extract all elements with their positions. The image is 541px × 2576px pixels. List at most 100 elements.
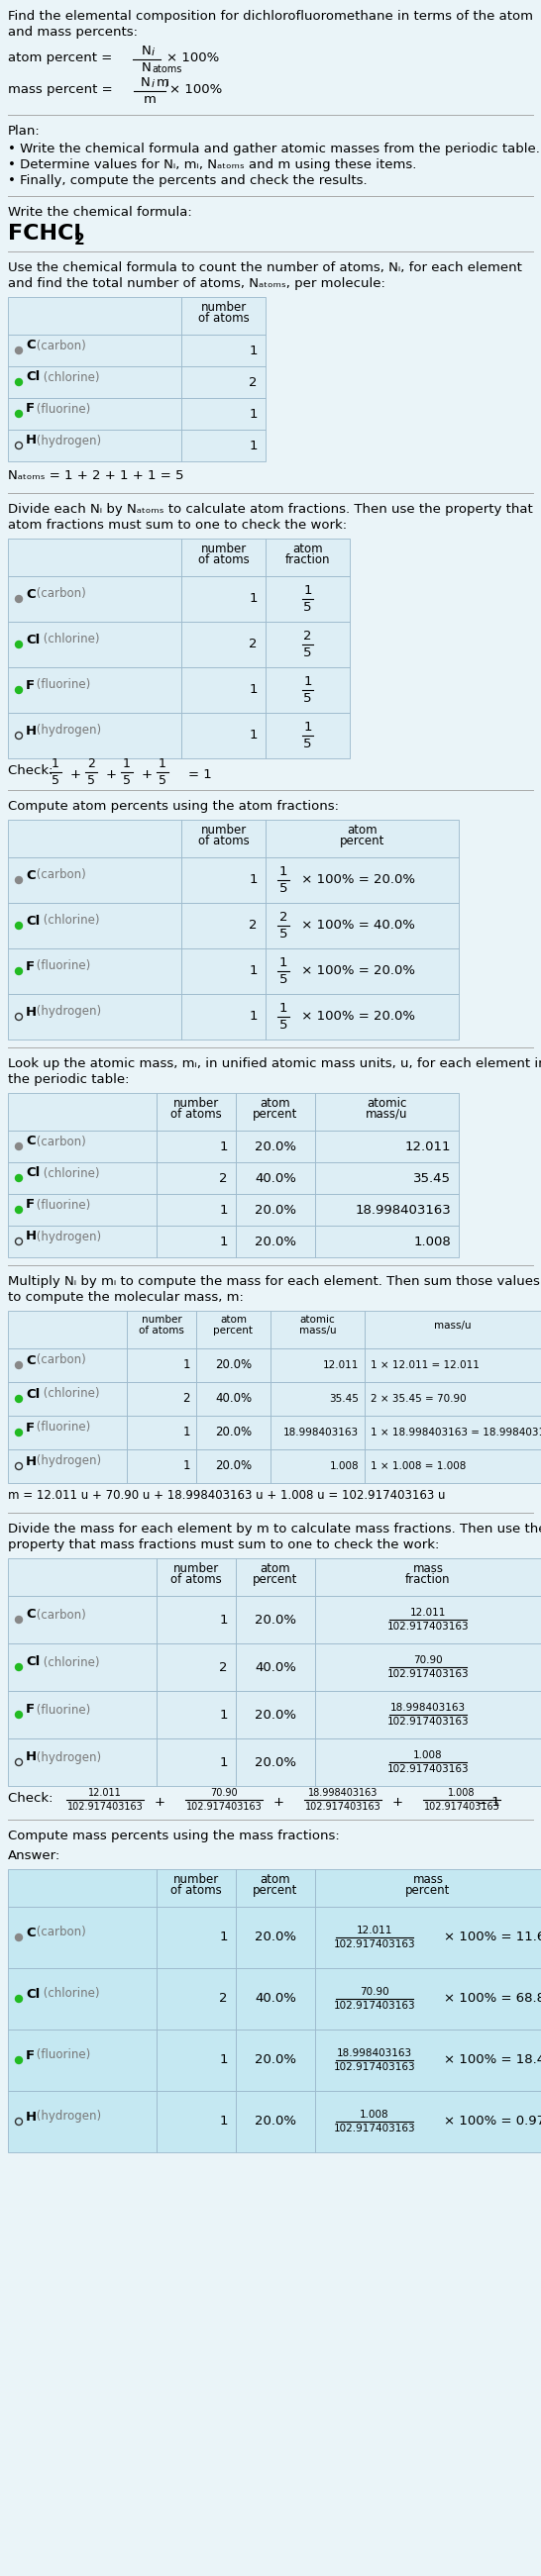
Text: (fluorine): (fluorine): [32, 2048, 90, 2061]
Text: 20.0%: 20.0%: [255, 2115, 296, 2128]
Text: to compute the molecular mass, m:: to compute the molecular mass, m:: [8, 1291, 243, 1303]
Text: 1: 1: [279, 866, 288, 878]
Text: 1: 1: [249, 729, 258, 742]
Text: 18.998403163: 18.998403163: [308, 1788, 378, 1798]
Bar: [266, 667, 350, 714]
Text: 1: 1: [249, 407, 258, 420]
Text: atom fractions must sum to one to check the work:: atom fractions must sum to one to check …: [8, 518, 347, 531]
Text: Use the chemical formula to count the number of atoms, Nᵢ, for each element: Use the chemical formula to count the nu…: [8, 260, 522, 273]
Text: C: C: [26, 1136, 35, 1149]
Text: N: N: [142, 44, 151, 57]
Bar: [8, 1311, 127, 1347]
Text: × 100% = 11.67%: × 100% = 11.67%: [444, 1932, 541, 1945]
Text: atom: atom: [260, 1097, 291, 1110]
Circle shape: [15, 379, 22, 386]
Text: 18.998403163: 18.998403163: [283, 1427, 359, 1437]
Text: (carbon): (carbon): [32, 868, 86, 881]
Bar: [236, 1162, 315, 1193]
Text: of atoms: of atoms: [198, 835, 249, 848]
Text: 102.917403163: 102.917403163: [186, 1801, 262, 1811]
Bar: [8, 366, 181, 397]
Bar: [8, 994, 181, 1041]
Text: 20.0%: 20.0%: [255, 1141, 296, 1154]
Text: (chlorine): (chlorine): [39, 634, 100, 647]
Bar: [236, 1870, 315, 1906]
Bar: [8, 1193, 156, 1226]
Text: • Write the chemical formula and gather atomic masses from the periodic table.: • Write the chemical formula and gather …: [8, 142, 540, 155]
Text: of atoms: of atoms: [170, 1883, 222, 1896]
Text: 20.0%: 20.0%: [215, 1427, 252, 1440]
Text: 1.008: 1.008: [448, 1788, 476, 1798]
Text: mass percent =: mass percent =: [8, 82, 117, 95]
Text: 2: 2: [220, 1991, 228, 2004]
Text: 102.917403163: 102.917403163: [334, 2002, 415, 2012]
Bar: [315, 1558, 541, 1597]
Text: 40.0%: 40.0%: [215, 1394, 252, 1406]
Bar: [181, 621, 266, 667]
Text: (hydrogen): (hydrogen): [32, 1005, 101, 1018]
Text: 2: 2: [249, 639, 258, 652]
Text: 40.0%: 40.0%: [255, 1662, 296, 1674]
Text: 1: 1: [183, 1358, 190, 1370]
Text: F: F: [26, 1422, 35, 1435]
Text: × 100% = 18.46%: × 100% = 18.46%: [444, 2053, 541, 2066]
Text: F: F: [26, 402, 35, 415]
Bar: [8, 430, 181, 461]
Circle shape: [15, 1430, 22, 1435]
Text: (fluorine): (fluorine): [32, 1703, 90, 1716]
Text: 5: 5: [279, 1018, 288, 1030]
Text: Nₐₜₒₘₛ = 1 + 2 + 1 + 1 = 5: Nₐₜₒₘₛ = 1 + 2 + 1 + 1 = 5: [8, 469, 184, 482]
Text: percent: percent: [253, 1574, 298, 1587]
Bar: [8, 902, 181, 948]
Text: mass/u: mass/u: [366, 1108, 408, 1121]
Text: percent: percent: [214, 1327, 253, 1334]
Text: 102.917403163: 102.917403163: [334, 2063, 415, 2071]
Text: and mass percents:: and mass percents:: [8, 26, 138, 39]
Bar: [181, 994, 266, 1041]
Text: × 100%: × 100%: [167, 52, 219, 64]
Bar: [156, 1226, 236, 1257]
Bar: [365, 1417, 541, 1450]
Text: Divide each Nᵢ by Nₐₜₒₘₛ to calculate atom fractions. Then use the property that: Divide each Nᵢ by Nₐₜₒₘₛ to calculate at…: [8, 502, 533, 515]
Bar: [8, 714, 181, 757]
Circle shape: [15, 1615, 22, 1623]
Bar: [315, 2092, 541, 2154]
Bar: [181, 366, 266, 397]
Bar: [236, 1193, 315, 1226]
Text: = 1: = 1: [477, 1795, 500, 1808]
Bar: [8, 819, 181, 858]
Text: (carbon): (carbon): [32, 1607, 86, 1620]
Text: 5: 5: [279, 927, 288, 940]
Text: F: F: [26, 1198, 35, 1211]
Bar: [127, 1450, 196, 1484]
Bar: [8, 1226, 156, 1257]
Text: Find the elemental composition for dichlorofluoromethane in terms of the atom: Find the elemental composition for dichl…: [8, 10, 533, 23]
Bar: [196, 1347, 270, 1383]
Text: 20.0%: 20.0%: [255, 1613, 296, 1625]
Text: (fluorine): (fluorine): [32, 402, 90, 415]
Text: (chlorine): (chlorine): [39, 371, 100, 384]
Bar: [127, 1417, 196, 1450]
Bar: [236, 1597, 315, 1643]
Text: 102.917403163: 102.917403163: [387, 1716, 469, 1726]
Bar: [156, 1597, 236, 1643]
Bar: [8, 1417, 127, 1450]
Text: C: C: [26, 340, 35, 353]
Text: 1: 1: [249, 966, 258, 979]
Text: 70.90: 70.90: [413, 1656, 443, 1664]
Circle shape: [15, 410, 22, 417]
Text: 2: 2: [279, 912, 288, 925]
Text: number: number: [173, 1097, 219, 1110]
Bar: [156, 1690, 236, 1739]
Text: 2: 2: [249, 920, 258, 933]
Bar: [8, 2030, 156, 2092]
Bar: [365, 1450, 541, 1484]
Text: 5: 5: [304, 693, 312, 706]
Bar: [8, 1906, 156, 1968]
Text: atomic: atomic: [367, 1097, 407, 1110]
Text: 1: 1: [220, 1234, 228, 1247]
Text: 5: 5: [304, 737, 312, 750]
Text: 102.917403163: 102.917403163: [334, 1940, 415, 1950]
Text: 1.008: 1.008: [329, 1461, 359, 1471]
Text: FCHCl: FCHCl: [8, 224, 81, 245]
